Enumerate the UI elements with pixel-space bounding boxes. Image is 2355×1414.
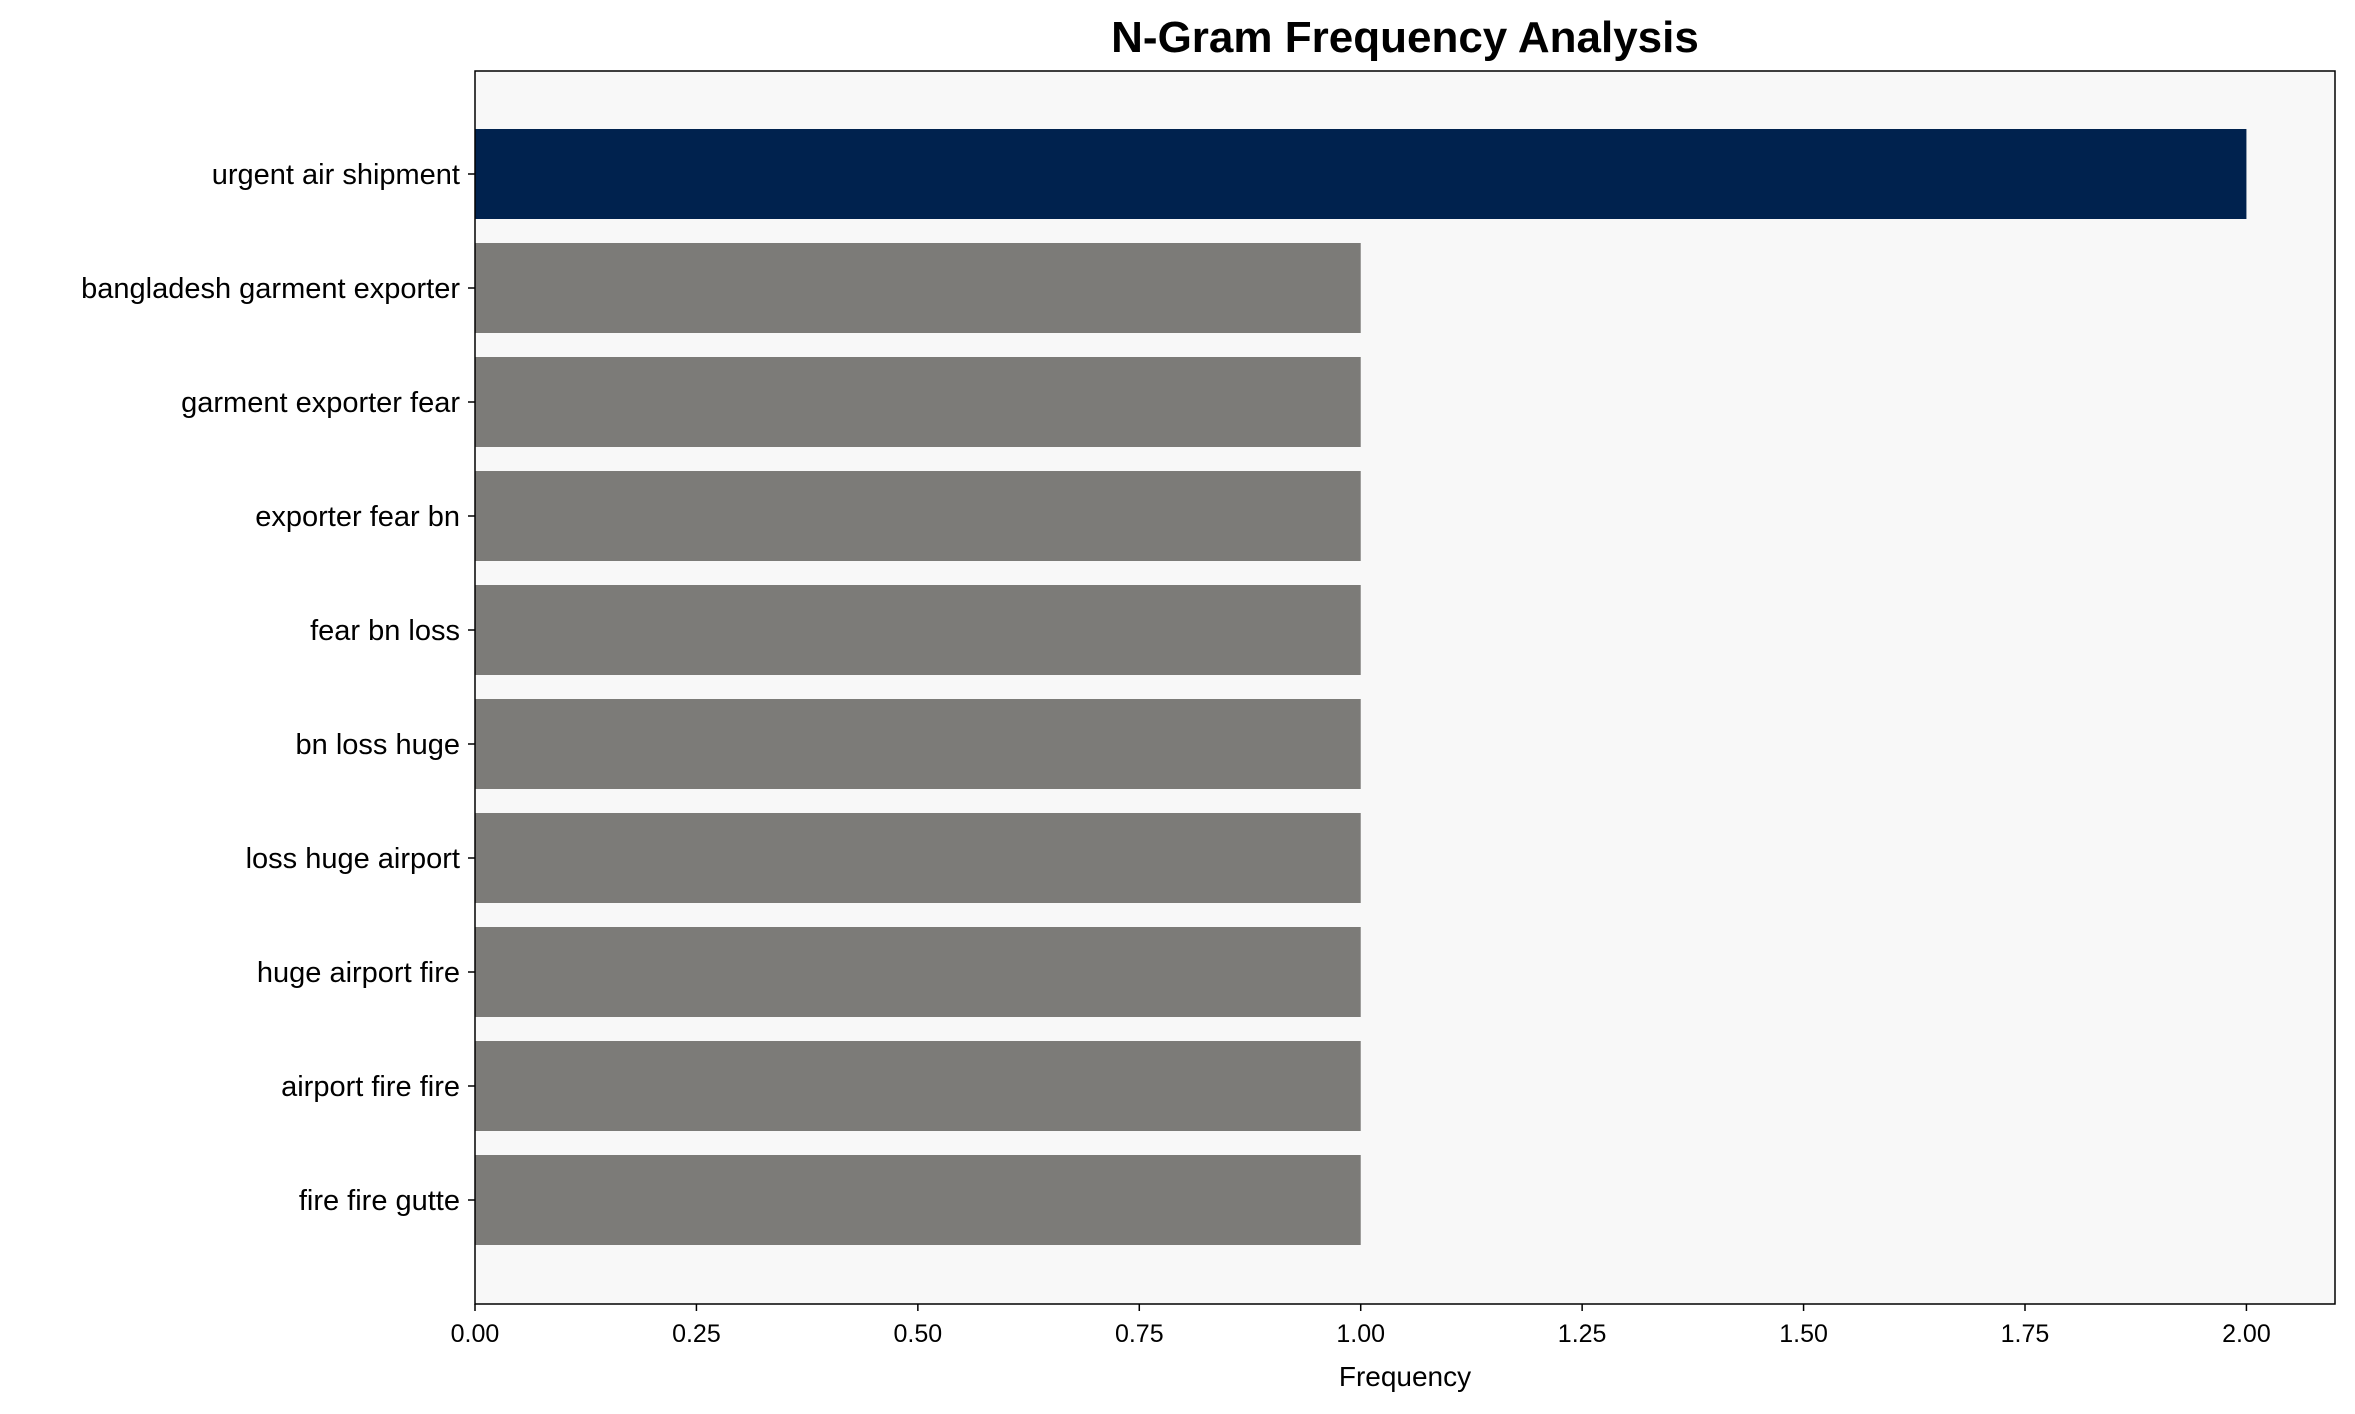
chart-title: N-Gram Frequency Analysis [1111,13,1699,62]
bar [475,243,1361,333]
y-tick-label: fire fire gutte [299,1185,460,1217]
x-tick-label: 0.00 [451,1320,500,1348]
y-tick-label: exporter fear bn [255,501,460,533]
x-tick-label: 0.50 [894,1320,943,1348]
y-tick-label: garment exporter fear [181,387,460,419]
y-tick-label: bangladesh garment exporter [81,273,460,305]
bar [475,129,2247,219]
x-tick-label: 1.25 [1558,1320,1607,1348]
bar [475,813,1361,903]
x-axis-label: Frequency [1339,1361,1471,1392]
bar [475,471,1361,561]
bar [475,1041,1361,1131]
y-tick-label: airport fire fire [281,1071,460,1103]
y-tick-label: loss huge airport [246,843,460,875]
x-tick-label: 1.00 [1336,1320,1385,1348]
y-tick-label: bn loss huge [296,729,460,761]
bars [475,129,2247,1245]
y-tick-label: urgent air shipment [212,159,460,191]
y-tick-label: fear bn loss [310,615,460,647]
y-tick-label: huge airport fire [257,957,460,989]
bar [475,927,1361,1017]
x-tick-label: 1.75 [2001,1320,2050,1348]
x-tick-label: 2.00 [2222,1320,2271,1348]
x-tick-label: 0.75 [1115,1320,1164,1348]
x-tick-label: 0.25 [672,1320,721,1348]
bar [475,699,1361,789]
x-axis: 0.00 0.25 0.50 0.75 1.00 1.25 1.50 1.75 2.00 [451,1304,2271,1348]
bar [475,357,1361,447]
bar [475,585,1361,675]
bar [475,1155,1361,1245]
x-tick-label: 1.50 [1779,1320,1828,1348]
y-axis: urgent air shipment bangladesh garment ex… [81,159,475,1217]
plot-frame [474,70,2336,1305]
